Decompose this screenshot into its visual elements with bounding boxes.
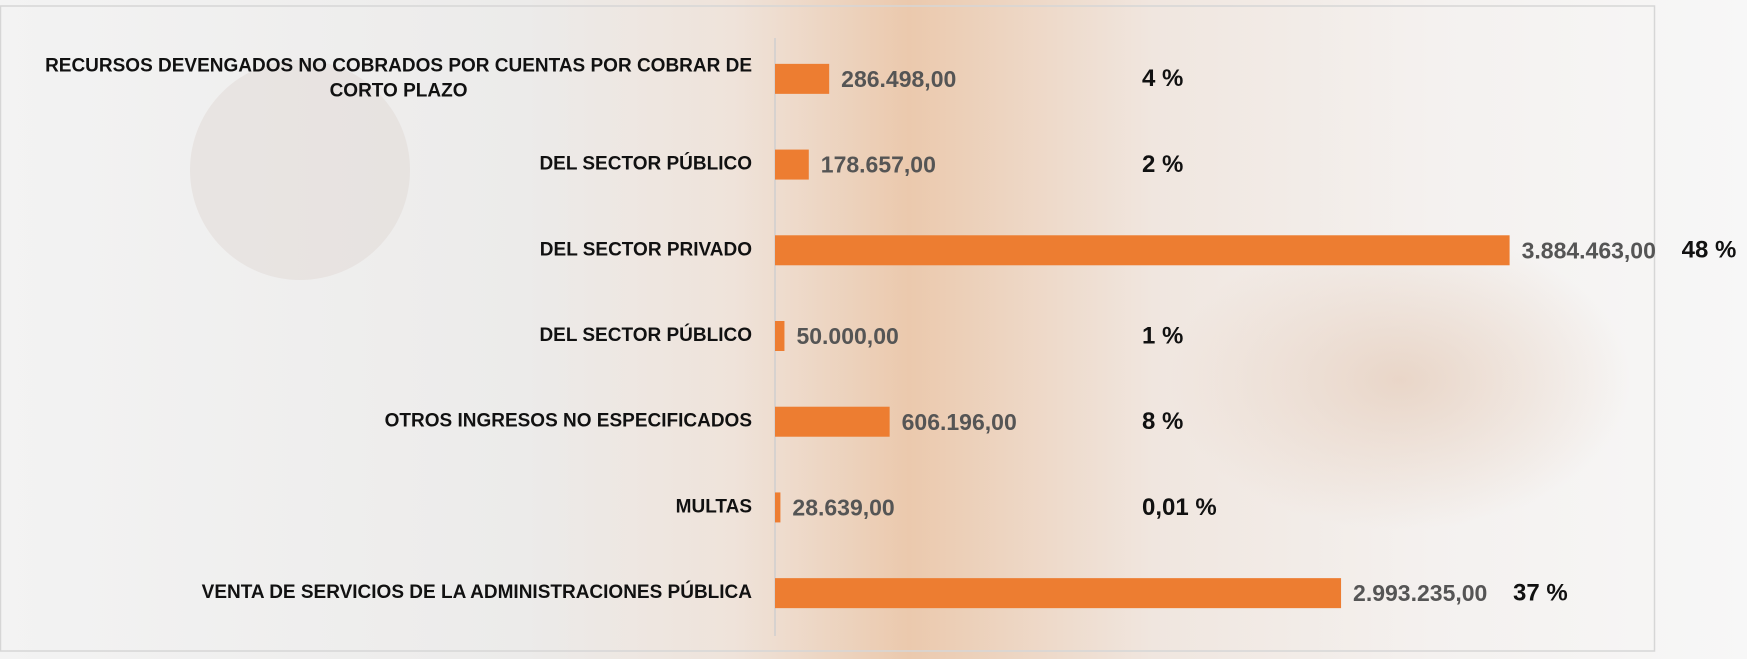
percent-label: 37 % xyxy=(1513,579,1568,606)
value-label: 178.657,00 xyxy=(821,152,936,178)
category-label: DEL SECTOR PÚBLICO xyxy=(539,324,752,346)
category-label: DEL SECTOR PÚBLICO xyxy=(539,153,752,175)
category-label: OTROS INGRESOS NO ESPECIFICADOS xyxy=(385,411,752,432)
value-label: 286.498,00 xyxy=(841,66,956,92)
background-shape xyxy=(1170,230,1630,530)
bar xyxy=(775,321,785,351)
bar xyxy=(775,63,830,94)
plot: RECURSOS DEVENGADOS NO COBRADOS POR CUEN… xyxy=(45,55,1737,609)
bar xyxy=(775,492,781,523)
percent-label: 8 % xyxy=(1142,408,1183,435)
bar xyxy=(775,406,890,437)
category-label: VENTA DE SERVICIOS DE LA ADMINISTRACIONE… xyxy=(202,581,753,603)
value-label: 606.196,00 xyxy=(902,409,1017,435)
category-label: MULTAS xyxy=(676,496,752,517)
category-label: DEL SECTOR PRIVADO xyxy=(540,239,752,260)
bar xyxy=(775,578,1342,609)
percent-label: 2 % xyxy=(1142,151,1183,178)
category-label: RECURSOS DEVENGADOS NO COBRADOS POR CUEN… xyxy=(45,55,752,101)
percent-label: 1 % xyxy=(1142,322,1183,349)
bar xyxy=(775,149,809,180)
percent-label: 4 % xyxy=(1142,65,1183,92)
background-shape xyxy=(190,60,410,280)
percent-label: 48 % xyxy=(1682,237,1737,264)
percent-label: 0,01 % xyxy=(1142,494,1217,521)
value-label: 28.639,00 xyxy=(792,495,894,521)
value-label: 50.000,00 xyxy=(796,323,898,349)
frame xyxy=(0,5,1656,652)
value-label: 3.884.463,00 xyxy=(1522,237,1656,263)
value-label: 2.993.235,00 xyxy=(1353,580,1487,606)
bar xyxy=(775,235,1510,266)
